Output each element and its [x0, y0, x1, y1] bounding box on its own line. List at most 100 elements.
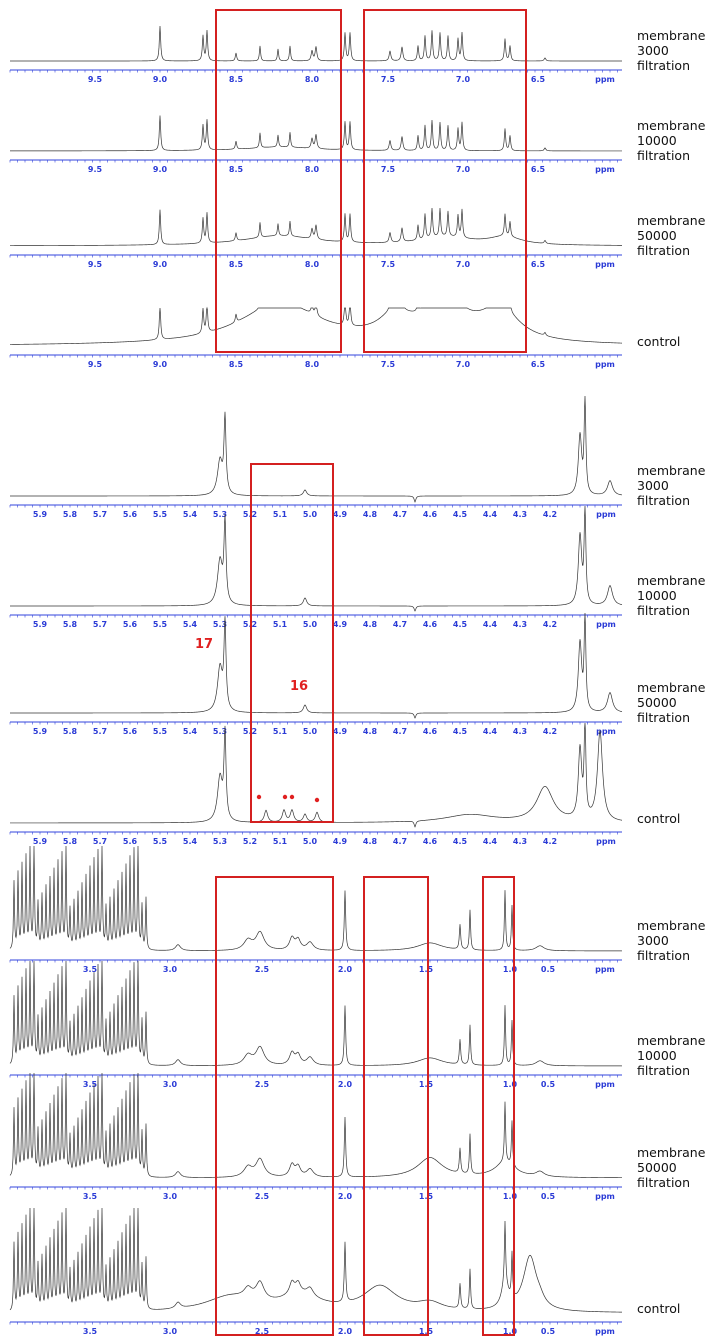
tick-label: 5.3 — [213, 727, 227, 736]
spectrum — [9, 207, 622, 247]
tick-label: 6.5 — [531, 360, 546, 369]
tick-label: 5.0 — [303, 727, 318, 736]
axis-unit: ppm — [595, 965, 615, 974]
tick-label: 5.0 — [303, 837, 318, 846]
tick-label: 5.5 — [153, 510, 168, 519]
tick-label: 4.7 — [393, 620, 407, 629]
sample-label: membrane — [637, 918, 706, 933]
sample-label: membrane — [637, 463, 706, 478]
tick-label: 1.0 — [503, 965, 518, 974]
sample-label: 50000 — [637, 695, 677, 710]
tick-label: 2.5 — [255, 1080, 270, 1089]
spectrum — [10, 306, 623, 345]
tick-label: 4.3 — [513, 727, 527, 736]
tick-label: 6.5 — [531, 260, 546, 269]
tick-label: 5.6 — [123, 510, 138, 519]
tick-label: 5.3 — [213, 620, 227, 629]
sample-label: membrane — [637, 28, 706, 43]
sample-label: filtration — [637, 1175, 690, 1190]
axis-unit: ppm — [595, 360, 615, 369]
sample-label: membrane — [637, 213, 706, 228]
tick-label: 5.8 — [63, 727, 78, 736]
spectrum — [10, 722, 623, 828]
tick-label: 4.4 — [483, 837, 498, 846]
tick-label: 6.5 — [531, 165, 546, 174]
spectrum — [10, 612, 623, 719]
tick-label: 6.5 — [531, 75, 546, 84]
spectrum — [10, 505, 623, 612]
tick-label: 5.5 — [153, 727, 168, 736]
tick-label: 5.7 — [93, 510, 107, 519]
tick-label: 7.0 — [456, 360, 471, 369]
tick-label: 9.0 — [153, 360, 168, 369]
tick-label: 3.0 — [163, 1080, 178, 1089]
spectrum — [10, 25, 622, 62]
sample-label: filtration — [637, 148, 690, 163]
tick-label: 4.5 — [453, 727, 468, 736]
tick-label: 4.7 — [393, 837, 407, 846]
tick-label: 4.6 — [423, 620, 438, 629]
tick-label: 8.0 — [305, 360, 320, 369]
sample-label: 3000 — [637, 933, 669, 948]
tick-label: 1.0 — [503, 1192, 518, 1201]
axis-unit: ppm — [595, 165, 615, 174]
peak-markers — [256, 794, 320, 803]
spectrum — [10, 395, 623, 503]
tick-label: 1.5 — [419, 1080, 434, 1089]
tick-label: 5.4 — [183, 837, 198, 846]
tick-label: 9.5 — [88, 360, 103, 369]
tick-label: 5.4 — [183, 727, 198, 736]
tick-label: 5.9 — [33, 620, 48, 629]
tick-label: 5.9 — [33, 727, 48, 736]
axis-unit: ppm — [595, 1327, 615, 1336]
sample-label: filtration — [637, 603, 690, 618]
tick-label: 9.0 — [153, 75, 168, 84]
highlight-box — [482, 876, 515, 1336]
tick-label: 2.0 — [338, 965, 353, 974]
tick-label: 1.5 — [419, 1192, 434, 1201]
axis-unit: ppm — [596, 837, 616, 846]
highlight-box — [363, 876, 429, 1336]
spectrum — [9, 960, 623, 1067]
tick-label: 9.5 — [88, 165, 103, 174]
sample-label: control — [637, 334, 680, 349]
tick-label: 5.1 — [273, 620, 288, 629]
tick-label: 4.3 — [513, 510, 527, 519]
tick-label: 4.7 — [393, 727, 407, 736]
tick-label: 4.9 — [333, 510, 348, 519]
sample-label: membrane — [637, 1033, 706, 1048]
tick-label: 9.0 — [153, 260, 168, 269]
tick-label: 2.0 — [338, 1192, 353, 1201]
sample-label: membrane — [637, 1145, 706, 1160]
tick-label: 0.5 — [541, 1192, 556, 1201]
tick-label: 8.5 — [229, 360, 244, 369]
tick-label: 5.8 — [63, 837, 78, 846]
tick-label: 4.2 — [543, 727, 557, 736]
tick-label: 7.0 — [456, 75, 471, 84]
tick-label: 5.4 — [183, 620, 198, 629]
tick-label: 4.4 — [483, 620, 498, 629]
tick-label: 4.6 — [423, 727, 438, 736]
axis-unit: ppm — [595, 75, 615, 84]
tick-label: 1.0 — [503, 1327, 518, 1336]
tick-label: 4.8 — [363, 620, 378, 629]
axis-unit: ppm — [596, 510, 616, 519]
sample-label: 10000 — [637, 588, 677, 603]
tick-label: 5.9 — [33, 837, 48, 846]
axis-unit: ppm — [595, 1192, 615, 1201]
tick-label: 5.1 — [273, 837, 288, 846]
tick-label: 4.8 — [363, 510, 378, 519]
tick-label: 2.0 — [338, 1327, 353, 1336]
peak-marker — [289, 794, 295, 800]
tick-label: 2.5 — [255, 1192, 270, 1201]
sample-label: 50000 — [637, 1160, 677, 1175]
tick-label: 1.5 — [419, 965, 434, 974]
tick-label: 5.6 — [123, 620, 138, 629]
tick-label: 5.1 — [273, 510, 288, 519]
sample-label: control — [637, 811, 680, 826]
tick-label: 4.2 — [543, 620, 557, 629]
tick-label: 4.4 — [483, 510, 498, 519]
tick-label: 5.5 — [153, 837, 168, 846]
tick-label: 4.4 — [483, 727, 498, 736]
